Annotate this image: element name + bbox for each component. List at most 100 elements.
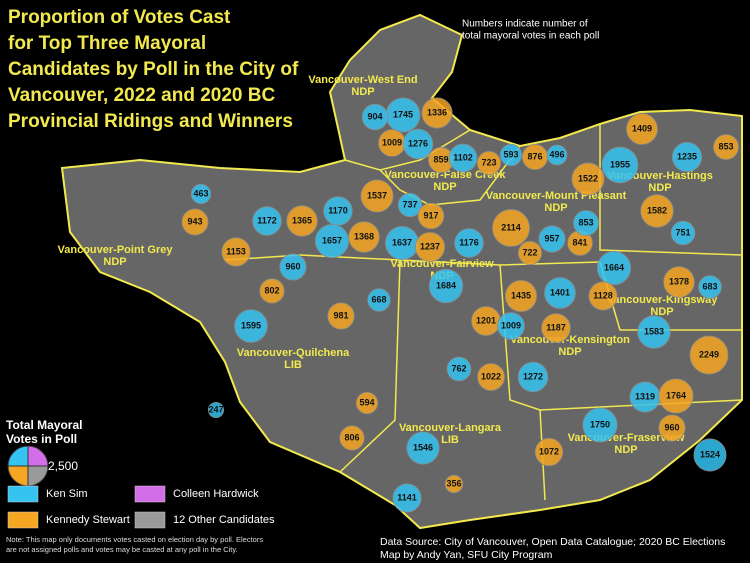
- legend-label: Colleen Hardwick: [173, 488, 259, 500]
- poll-circle: [279, 253, 307, 281]
- poll-circle: [640, 194, 674, 228]
- poll-label: 960: [664, 422, 679, 432]
- poll-label: 1637: [392, 237, 412, 247]
- poll-label: 1176: [459, 237, 479, 247]
- poll-circle: [670, 220, 696, 246]
- riding-name: Vancouver-Point Grey: [58, 244, 174, 256]
- poll-circle: [252, 206, 282, 236]
- title-line: Vancouver, 2022 and 2020 BC: [8, 85, 275, 106]
- poll-circle: [658, 414, 686, 442]
- legend-pie-slice: [7, 445, 29, 467]
- poll-label: 1582: [647, 205, 667, 215]
- poll-label: 1401: [550, 287, 570, 297]
- poll-label: 1522: [578, 173, 598, 183]
- poll-label: 762: [451, 363, 466, 373]
- poll-label: 1172: [257, 215, 277, 225]
- poll-label: 981: [333, 310, 348, 320]
- poll-circle: [286, 205, 318, 237]
- poll-label: 247: [208, 404, 223, 414]
- poll-circle: [663, 266, 695, 298]
- poll-circle: [417, 202, 445, 230]
- legend-title: Votes in Poll: [6, 432, 77, 446]
- poll-circle: [492, 209, 530, 247]
- poll-circle: [517, 361, 549, 393]
- poll-circle: [504, 279, 538, 313]
- riding-winner: NDP: [433, 181, 456, 193]
- poll-circle: [348, 221, 380, 253]
- poll-label: 1170: [328, 205, 348, 215]
- riding-name: Vancouver-False Creek: [384, 169, 506, 181]
- poll-label: 1955: [610, 159, 630, 169]
- poll-label: 1128: [593, 290, 613, 300]
- poll-circle: [596, 250, 632, 286]
- top-note: Numbers indicate number of: [462, 19, 588, 30]
- poll-label: 802: [264, 285, 279, 295]
- poll-label: 1368: [354, 231, 374, 241]
- poll-label: 751: [675, 227, 690, 237]
- poll-circle: [339, 425, 365, 451]
- poll-label: 496: [549, 149, 564, 159]
- poll-label: 853: [578, 217, 593, 227]
- poll-circle: [428, 268, 464, 304]
- poll-circle: [698, 275, 722, 299]
- poll-circle: [367, 288, 391, 312]
- riding-winner: LIB: [441, 434, 459, 446]
- poll-label: 957: [544, 233, 559, 243]
- riding-winner: NDP: [648, 182, 671, 194]
- poll-label: 356: [446, 478, 461, 488]
- riding-winner: NDP: [544, 202, 567, 214]
- poll-circle: [221, 237, 251, 267]
- poll-circle: [538, 225, 566, 253]
- poll-circle: [499, 143, 523, 167]
- legend-swatch: [7, 485, 39, 503]
- poll-label: 904: [367, 111, 382, 121]
- poll-label: 1187: [546, 322, 566, 332]
- riding-winner: NDP: [650, 306, 673, 318]
- poll-circle: [497, 312, 525, 340]
- legend-label: 12 Other Candidates: [173, 514, 275, 526]
- legend-size-label: 2,500: [48, 459, 78, 473]
- poll-label: 1537: [367, 190, 387, 200]
- poll-circle: [601, 146, 639, 184]
- poll-label: 1378: [669, 276, 689, 286]
- poll-circle: [355, 391, 379, 415]
- poll-label: 1153: [226, 246, 246, 256]
- riding-name: Vancouver-Kingsway: [607, 294, 719, 306]
- poll-circle: [392, 483, 422, 513]
- poll-circle: [671, 141, 703, 173]
- poll-circle: [397, 192, 423, 218]
- poll-circle: [534, 437, 564, 467]
- poll-label: 917: [423, 210, 438, 220]
- poll-circle: [588, 281, 618, 311]
- poll-label: 1272: [523, 371, 543, 381]
- poll-label: 1237: [420, 241, 440, 251]
- poll-label: 594: [359, 397, 374, 407]
- poll-label: 1276: [408, 138, 428, 148]
- poll-circle: [713, 134, 739, 160]
- poll-circle: [361, 103, 389, 131]
- source: Data Source: City of Vancouver, Open Dat…: [380, 536, 725, 548]
- title-line: Candidates by Poll in the City of: [8, 59, 299, 80]
- legend-pie-slice: [27, 445, 49, 467]
- poll-label: 1009: [382, 137, 402, 147]
- poll-label: 1072: [539, 446, 559, 456]
- poll-label: 1595: [241, 320, 261, 330]
- poll-label: 2114: [501, 222, 521, 232]
- poll-circle: [360, 179, 394, 213]
- poll-label: 1435: [511, 290, 531, 300]
- poll-label: 806: [344, 432, 359, 442]
- poll-circle: [207, 401, 225, 419]
- poll-label: 1235: [677, 151, 697, 161]
- poll-circle: [448, 143, 478, 173]
- source: Map by Andy Yan, SFU City Program: [380, 549, 553, 561]
- legend-label: Ken Sim: [46, 488, 88, 500]
- top-note: total mayoral votes in each poll: [462, 31, 599, 42]
- poll-label: 1201: [476, 315, 496, 325]
- poll-label: 859: [433, 154, 448, 164]
- poll-label: 737: [402, 199, 417, 209]
- legend-swatch: [134, 485, 166, 503]
- poll-label: 960: [285, 261, 300, 271]
- poll-label: 1657: [322, 235, 342, 245]
- legend-swatch: [7, 511, 39, 529]
- poll-label: 1750: [590, 419, 610, 429]
